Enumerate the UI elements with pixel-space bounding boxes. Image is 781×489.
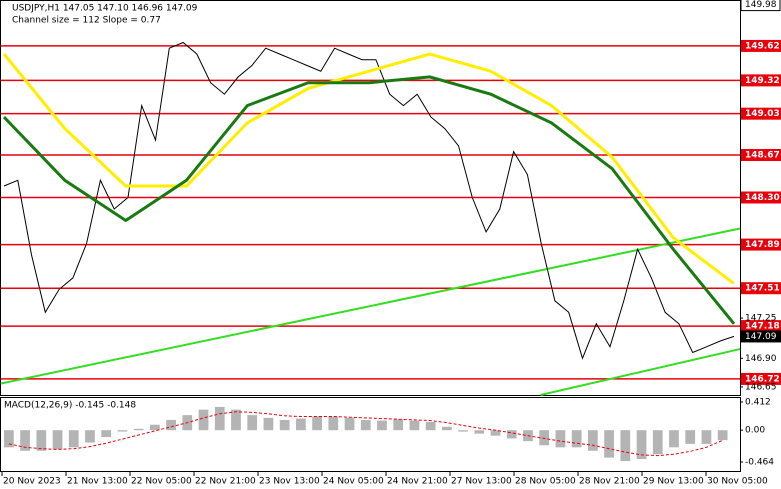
macd-bar (506, 430, 517, 439)
macd-bar (409, 420, 420, 431)
macd-bar (669, 430, 679, 448)
macd-bar (474, 430, 485, 434)
macd-bar (717, 430, 728, 441)
macd-bar (652, 430, 663, 455)
macd-bar (214, 406, 225, 431)
macd-bar (85, 430, 95, 443)
macd-bar (377, 420, 387, 431)
x-tick-label: 28 Nov 05:00 (515, 477, 576, 487)
x-tick-label: 22 Nov 21:00 (195, 477, 256, 487)
current-price-label: 147.09 (745, 332, 777, 342)
level-label-box (741, 320, 781, 333)
macd-bar (166, 419, 176, 431)
trend-line (540, 348, 741, 396)
y-tick-label: 146.65 (745, 382, 777, 392)
macd-bar (263, 417, 274, 431)
y-tick-label: 147.25 (745, 314, 777, 324)
x-tick-label: 27 Nov 13:00 (451, 477, 512, 487)
level-label: 147.18 (745, 322, 780, 332)
macd-bar (101, 430, 112, 438)
y-tick-label: 0.00 (745, 426, 765, 436)
x-tick-label: 23 Nov 13:00 (259, 477, 320, 487)
signal-line (8, 411, 723, 457)
macd-bar (198, 409, 209, 431)
y-tick-label: 0.412 (745, 397, 771, 407)
x-tick-label: 30 Nov 05:00 (707, 477, 768, 487)
macd-bar (344, 417, 355, 431)
current-price-box (741, 330, 781, 343)
level-label-box (741, 39, 781, 52)
macd-bar (52, 430, 63, 450)
macd-bar (328, 416, 339, 431)
macd-bar (425, 421, 436, 431)
macd-panel (0, 397, 741, 472)
moving-average (2, 75, 736, 325)
macd-bar (701, 430, 712, 444)
level-label: 149.62 (745, 41, 780, 51)
macd-bar (539, 430, 550, 446)
level-label-box (741, 107, 781, 120)
macd-bar (604, 430, 614, 458)
level-label-box (741, 238, 781, 251)
macd-bar (571, 430, 582, 448)
x-tick-label: 29 Nov 13:00 (643, 477, 704, 487)
level-label: 146.72 (745, 374, 780, 384)
macd-bar (442, 426, 452, 431)
macd-bar (312, 416, 322, 431)
macd-bar (20, 430, 30, 451)
y-tick-label: 146.90 (745, 354, 777, 364)
macd-bar (4, 430, 14, 448)
x-tick-label: 21 Nov 13:00 (67, 477, 128, 487)
macd-bar (68, 430, 79, 448)
macd-bar (133, 428, 144, 431)
top-label-box (740, 0, 781, 12)
level-label-box (741, 74, 781, 87)
level-label: 148.67 (745, 151, 780, 161)
macd-bar (393, 419, 404, 431)
top-label: 149.98 (745, 0, 777, 10)
macd-bar (296, 418, 306, 431)
level-label: 147.89 (745, 240, 780, 250)
moving-average (2, 52, 735, 285)
trend-line (0, 227, 741, 385)
level-label-box (741, 191, 781, 204)
x-tick-label: 24 Nov 05:00 (323, 477, 384, 487)
x-tick-label: 20 Nov 2023 (3, 477, 61, 487)
macd-bar (555, 430, 566, 448)
level-label: 149.03 (745, 109, 780, 119)
x-tick-label: 24 Nov 21:00 (387, 477, 448, 487)
macd-bar (636, 430, 647, 459)
macd-bar (117, 430, 128, 432)
level-label-box (741, 149, 781, 162)
chart-subtitle: Channel size = 112 Slope = 0.77 (12, 16, 161, 26)
macd-bar (150, 424, 160, 431)
x-tick-label: 28 Nov 21:00 (579, 477, 640, 487)
macd-bar (620, 430, 631, 462)
macd-bar (279, 419, 290, 431)
level-label: 147.51 (745, 284, 780, 294)
macd-bar (685, 430, 696, 444)
macd-bar (231, 409, 241, 431)
level-label-box (741, 372, 781, 385)
macd-bar (588, 430, 598, 451)
level-label: 148.30 (745, 193, 780, 203)
price-line (3, 41, 735, 360)
macd-bar (247, 415, 258, 431)
macd-bar (458, 430, 468, 432)
macd-bar (360, 419, 371, 431)
macd-bar (490, 430, 501, 436)
macd-title: MACD(12,26,9) -0.145 -0.148 (4, 401, 136, 411)
y-tick-label: -0.464 (745, 457, 774, 467)
macd-bar (36, 430, 47, 451)
x-tick-label: 22 Nov 05:00 (131, 477, 192, 487)
level-label: 149.32 (745, 76, 780, 86)
level-label-box (741, 282, 781, 295)
chart-title: USDJPY,H1 147.05 147.10 146.96 147.09 (12, 4, 198, 14)
